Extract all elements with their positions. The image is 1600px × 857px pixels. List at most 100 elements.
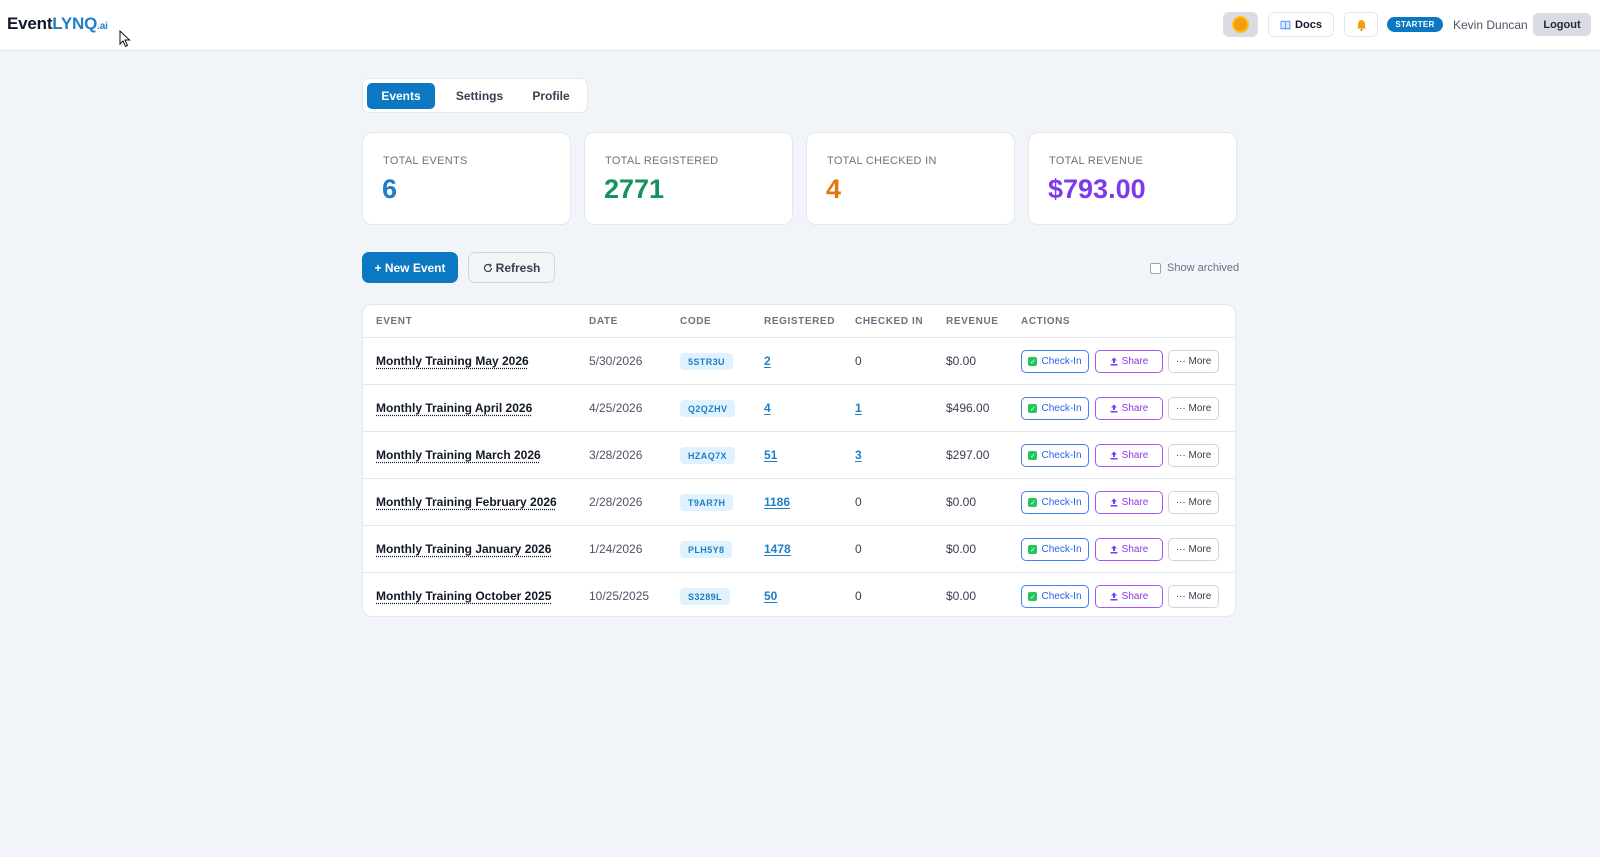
stat-value: 6 [382, 174, 398, 204]
stat-card-total-registered: TOTAL REGISTERED 2771 [584, 132, 793, 225]
event-code-badge: PLH5Y8 [680, 541, 733, 558]
event-name-link[interactable]: Monthly Training March 2026 [376, 448, 541, 462]
registered-count-link[interactable]: 51 [764, 448, 778, 462]
registered-count-link[interactable]: 2 [764, 354, 771, 368]
event-revenue: $0.00 [946, 589, 977, 603]
stat-label: TOTAL REVENUE [1049, 155, 1144, 167]
registered-count-link[interactable]: 1186 [764, 495, 791, 509]
stat-card-total-events: TOTAL EVENTS 6 [362, 132, 571, 225]
registered-count-link[interactable]: 50 [764, 589, 778, 603]
check-in-label: Check-In [1041, 544, 1082, 555]
event-name-link[interactable]: Monthly Training May 2026 [376, 354, 529, 368]
checkmark-icon: ✓ [1028, 404, 1038, 413]
check-in-label: Check-In [1041, 497, 1082, 508]
registered-count-link[interactable]: 1478 [764, 542, 791, 556]
table-row: Monthly Training January 2026 1/24/2026 … [363, 525, 1235, 572]
more-button[interactable]: ··· More [1168, 444, 1219, 467]
stat-value: 4 [826, 174, 842, 204]
share-icon [1110, 451, 1118, 460]
checked-in-count-link[interactable]: 3 [855, 448, 862, 462]
event-date: 1/24/2026 [589, 542, 643, 556]
check-in-button[interactable]: ✓ Check-In [1021, 444, 1089, 467]
event-revenue: $0.00 [946, 495, 977, 509]
mouse-cursor-icon [119, 30, 131, 48]
share-icon [1110, 498, 1118, 507]
refresh-button[interactable]: Refresh [468, 252, 555, 283]
main-tabs: Events Settings Profile [362, 78, 588, 113]
event-name-link[interactable]: Monthly Training April 2026 [376, 401, 533, 415]
tab-profile[interactable]: Profile [532, 89, 570, 103]
stat-card-total-revenue: TOTAL REVENUE $793.00 [1028, 132, 1237, 225]
more-button[interactable]: ··· More [1168, 350, 1219, 373]
event-date: 3/28/2026 [589, 448, 643, 462]
share-label: Share [1121, 403, 1149, 414]
checkmark-icon: ✓ [1028, 592, 1038, 601]
registered-count-link[interactable]: 4 [764, 401, 771, 415]
share-button[interactable]: Share [1095, 397, 1163, 420]
new-event-button[interactable]: + New Event [362, 252, 458, 283]
share-icon [1110, 404, 1118, 413]
event-date: 2/28/2026 [589, 495, 643, 509]
tab-events[interactable]: Events [367, 83, 435, 109]
event-name-link[interactable]: Monthly Training February 2026 [376, 495, 557, 509]
stat-value: 2771 [604, 174, 665, 204]
logout-button[interactable]: Logout [1533, 13, 1591, 36]
table-row: Monthly Training February 2026 2/28/2026… [363, 478, 1235, 525]
share-button[interactable]: Share [1095, 491, 1163, 514]
event-name-link[interactable]: Monthly Training January 2026 [376, 542, 552, 556]
sun-icon [1234, 18, 1247, 31]
more-button[interactable]: ··· More [1168, 491, 1219, 514]
check-in-button[interactable]: ✓ Check-In [1021, 397, 1089, 420]
check-in-button[interactable]: ✓ Check-In [1021, 350, 1089, 373]
checked-in-count: 0 [855, 542, 862, 556]
event-revenue: $496.00 [946, 401, 990, 415]
check-in-button[interactable]: ✓ Check-In [1021, 585, 1089, 608]
user-name: Kevin Duncan [1453, 18, 1528, 32]
share-button[interactable]: Share [1095, 444, 1163, 467]
column-header-date: DATE [589, 316, 618, 327]
event-date: 5/30/2026 [589, 354, 643, 368]
share-label: Share [1121, 497, 1149, 508]
stat-label: TOTAL REGISTERED [605, 155, 719, 167]
check-in-button[interactable]: ✓ Check-In [1021, 491, 1089, 514]
book-icon [1280, 20, 1291, 30]
docs-button[interactable]: Docs [1268, 12, 1334, 37]
table-row: Monthly Training April 2026 4/25/2026 Q2… [363, 384, 1235, 431]
checked-in-count-link[interactable]: 1 [855, 401, 862, 415]
show-archived-toggle[interactable]: Show archived [1150, 262, 1239, 274]
checkmark-icon: ✓ [1028, 451, 1038, 460]
events-table: EVENT DATE CODE REGISTERED CHECKED IN RE… [362, 304, 1236, 617]
stat-label: TOTAL CHECKED IN [827, 155, 937, 167]
event-code-badge: HZAQ7X [680, 447, 735, 464]
share-icon [1110, 592, 1118, 601]
checkmark-icon: ✓ [1028, 545, 1038, 554]
check-in-label: Check-In [1041, 403, 1082, 414]
logo-accent: LYNQ [52, 14, 98, 33]
event-date: 10/25/2025 [589, 589, 650, 603]
stat-card-total-checked-in: TOTAL CHECKED IN 4 [806, 132, 1015, 225]
column-header-code: CODE [680, 316, 712, 327]
more-button[interactable]: ··· More [1168, 397, 1219, 420]
checked-in-count: 0 [855, 589, 862, 603]
tab-settings[interactable]: Settings [455, 89, 504, 103]
docs-label: Docs [1295, 18, 1322, 31]
check-in-label: Check-In [1041, 450, 1082, 461]
share-label: Share [1121, 591, 1149, 602]
share-button[interactable]: Share [1095, 585, 1163, 608]
share-label: Share [1121, 544, 1149, 555]
event-name-link[interactable]: Monthly Training October 2025 [376, 589, 552, 603]
event-date: 4/25/2026 [589, 401, 643, 415]
more-button[interactable]: ··· More [1168, 585, 1219, 608]
logo[interactable]: EventLYNQ.ai [7, 14, 108, 34]
theme-toggle-button[interactable] [1223, 12, 1258, 37]
share-icon [1110, 545, 1118, 554]
more-button[interactable]: ··· More [1168, 538, 1219, 561]
show-archived-label: Show archived [1167, 262, 1240, 274]
share-button[interactable]: Share [1095, 350, 1163, 373]
share-button[interactable]: Share [1095, 538, 1163, 561]
show-archived-checkbox[interactable] [1150, 262, 1161, 274]
notifications-button[interactable] [1344, 12, 1378, 37]
check-in-button[interactable]: ✓ Check-In [1021, 538, 1089, 561]
checkmark-icon: ✓ [1028, 498, 1038, 507]
table-row: Monthly Training May 2026 5/30/2026 5STR… [363, 337, 1235, 384]
